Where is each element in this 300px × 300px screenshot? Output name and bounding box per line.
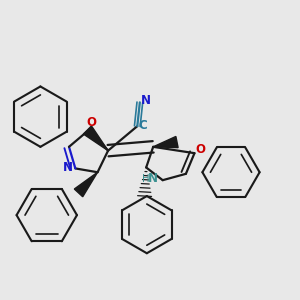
Text: C: C bbox=[139, 119, 147, 132]
Text: O: O bbox=[86, 116, 97, 129]
Text: H: H bbox=[142, 174, 150, 184]
Polygon shape bbox=[153, 136, 178, 148]
Text: N: N bbox=[148, 172, 158, 185]
Text: N: N bbox=[141, 94, 151, 107]
Text: O: O bbox=[196, 143, 206, 156]
Polygon shape bbox=[74, 172, 98, 197]
Text: N: N bbox=[62, 161, 72, 174]
Polygon shape bbox=[83, 126, 108, 151]
